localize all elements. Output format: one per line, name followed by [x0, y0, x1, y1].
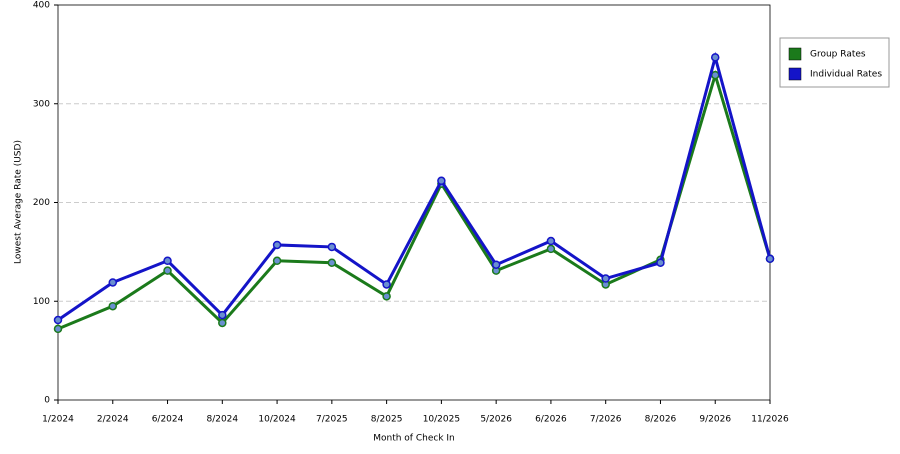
point: [272, 240, 282, 250]
legend-swatch: [788, 47, 802, 61]
x-tick-label: 6/2024: [152, 415, 184, 425]
point: [327, 242, 337, 252]
y-axis-title: Lowest Average Rate (USD): [14, 140, 24, 264]
x-tick-label: 2/2024: [97, 415, 129, 425]
point: [218, 310, 227, 320]
point: [327, 258, 337, 267]
point: [546, 244, 556, 254]
x-tick-label: 7/2025: [316, 415, 348, 425]
point: [163, 256, 172, 266]
point: [601, 274, 610, 283]
point: [108, 278, 118, 287]
x-tick-label: 8/2024: [206, 415, 238, 425]
point: [765, 254, 775, 264]
series-line: [57, 51, 772, 322]
point: [53, 324, 63, 334]
legend-swatch: [788, 67, 802, 81]
x-tick-label: 6/2026: [535, 415, 567, 425]
x-tick-label: 7/2026: [590, 415, 622, 425]
x-tick-label: 5/2026: [480, 415, 512, 425]
point: [656, 258, 665, 267]
legend-label: Individual Rates: [810, 70, 882, 80]
point: [710, 70, 720, 80]
point: [382, 292, 391, 301]
x-tick-label: 10/2025: [423, 415, 460, 425]
point: [163, 266, 172, 275]
x-tick-label: 1/2024: [42, 415, 74, 425]
point: [108, 301, 118, 311]
y-tick-label: 400: [33, 1, 50, 11]
x-tick-label: 11/2026: [751, 415, 789, 425]
point: [546, 236, 556, 246]
point: [491, 260, 501, 269]
x-tick-label: 10/2024: [258, 415, 296, 425]
point: [437, 176, 446, 186]
x-axis-title: Month of Check In: [373, 434, 455, 444]
x-tick-label: 8/2025: [371, 415, 403, 425]
y-tick-label: 0: [44, 396, 50, 406]
point: [272, 256, 282, 266]
point: [218, 318, 227, 328]
legend-label: Group Rates: [810, 50, 866, 60]
y-tick-label: 300: [33, 99, 50, 109]
point: [710, 53, 720, 62]
y-tick-label: 200: [33, 198, 50, 208]
point: [53, 315, 63, 325]
x-tick-label: 9/2026: [699, 415, 731, 425]
x-tick-label: 8/2026: [645, 415, 677, 425]
point: [382, 280, 391, 289]
y-tick-label: 100: [33, 297, 50, 307]
